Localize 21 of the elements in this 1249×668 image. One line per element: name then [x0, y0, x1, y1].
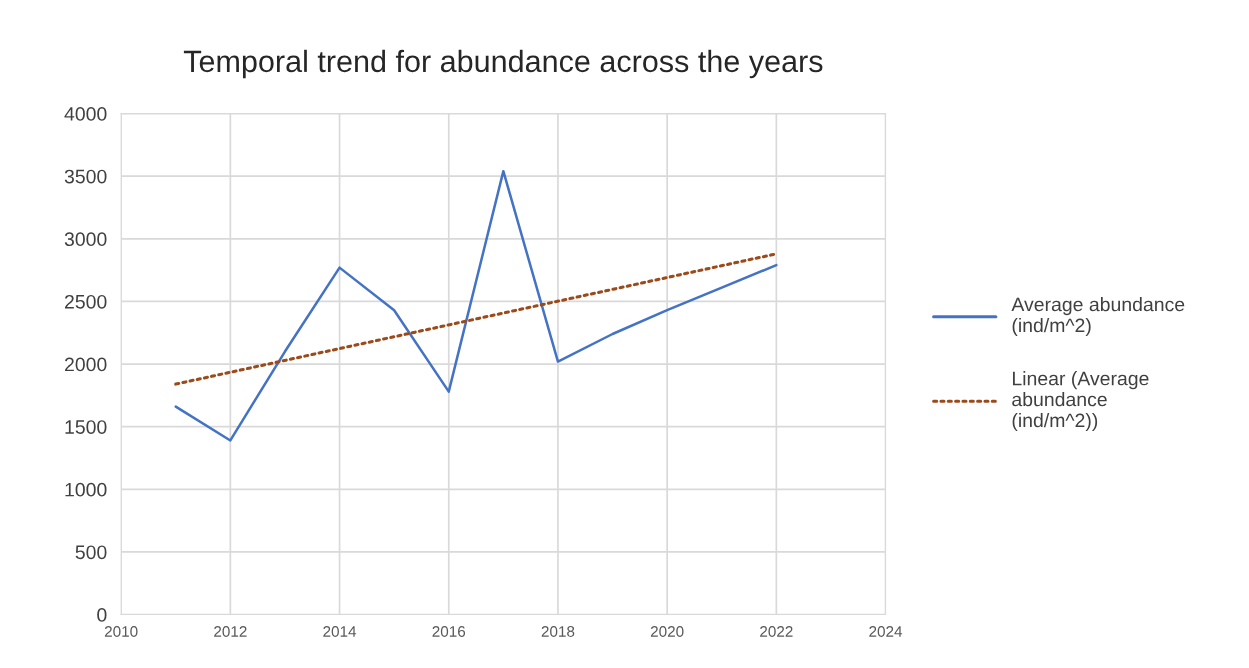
y-tick-label: 2500: [64, 294, 107, 309]
legend-label: Linear (Average abundance (ind/m^2)): [1012, 371, 1149, 432]
chart-title: Temporal trend for abundance across the years: [183, 49, 823, 79]
y-tick-label: 0: [97, 608, 107, 622]
y-tick-label: 2000: [64, 357, 107, 372]
y-tick-label: 1000: [65, 482, 107, 497]
y-tick-label: 1500: [65, 420, 107, 434]
x-tick-label: 2020: [650, 626, 684, 637]
y-tick-label: 4000: [64, 107, 107, 121]
x-tick-label: 2012: [214, 626, 247, 637]
y-tick-label: 3500: [64, 169, 107, 184]
x-tick-label: 2018: [541, 626, 575, 637]
y-tick-label: 3000: [64, 232, 107, 247]
y-tick-label: 500: [75, 545, 107, 560]
x-tick-label: 2022: [760, 626, 793, 637]
x-tick-label: 2014: [323, 626, 357, 637]
line-series: [174, 169, 778, 442]
x-tick-label: 2016: [432, 626, 466, 637]
x-tick-label: 2024: [869, 626, 903, 637]
x-tick-label: 2010: [104, 626, 138, 637]
legend-label: Average abundance (ind/m^2): [1011, 297, 1185, 337]
